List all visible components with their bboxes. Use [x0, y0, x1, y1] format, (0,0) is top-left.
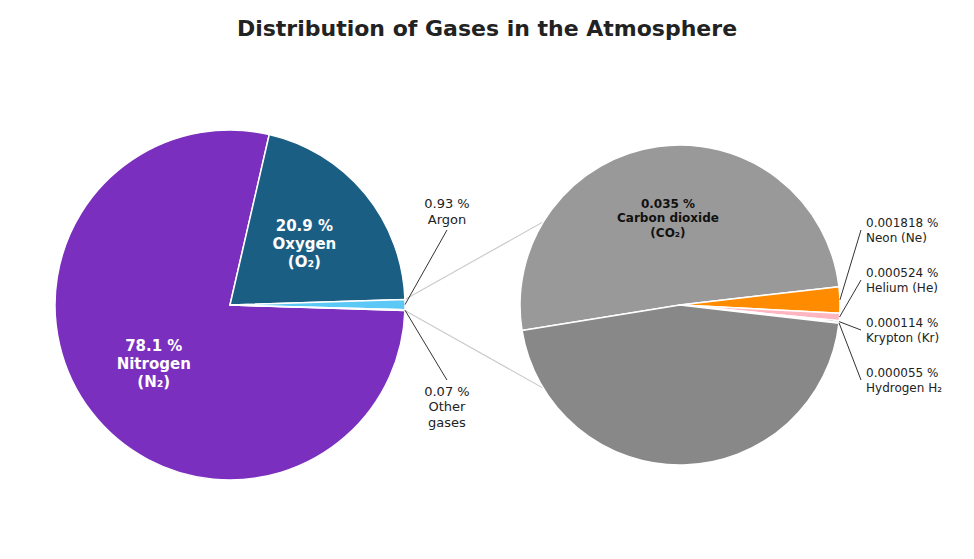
data-label: 0.001818 %	[866, 216, 938, 230]
label-line: 0.07 %	[424, 384, 469, 399]
label-line: gases	[428, 415, 466, 430]
leader-line	[405, 230, 447, 305]
label-line: Helium (He)	[866, 281, 938, 295]
slice-label: Carbon dioxide(CO₂)	[617, 211, 719, 239]
leader-line	[405, 310, 447, 380]
data-label: 20.9 %	[276, 217, 333, 235]
pie	[520, 145, 840, 465]
label-line: Hydrogen H₂	[866, 381, 942, 395]
label-line: Nitrogen	[117, 355, 191, 373]
data-label: 0.07 %	[424, 384, 469, 399]
slice-label: Krypton (Kr)	[866, 331, 939, 345]
label-line: 0.001818 %	[866, 216, 938, 230]
data-label: 0.000114 %	[866, 316, 938, 330]
pie-slice	[230, 300, 405, 310]
pie-layer	[55, 130, 840, 480]
leader-line	[840, 230, 861, 300]
leader-line	[839, 323, 861, 380]
slice-label: Helium (He)	[866, 281, 938, 295]
label-line: (O₂)	[288, 253, 321, 271]
data-label: 0.000524 %	[866, 266, 938, 280]
label-line: Krypton (Kr)	[866, 331, 939, 345]
label-line: Argon	[428, 212, 466, 227]
pie-slice	[230, 134, 405, 305]
label-line: 20.9 %	[276, 217, 333, 235]
leader-line	[840, 280, 861, 317]
label-layer: Distribution of Gases in the Atmosphere 7…	[117, 16, 943, 430]
label-line: (CO₂)	[650, 226, 685, 240]
leader-line	[839, 322, 861, 330]
slice-label: Argon	[428, 212, 466, 227]
chart-canvas: Distribution of Gases in the Atmosphere 7…	[0, 0, 974, 559]
chart-title: Distribution of Gases in the Atmosphere	[237, 16, 737, 41]
slice-label: Nitrogen(N₂)	[117, 355, 191, 391]
pie-slice	[522, 305, 839, 465]
label-line: 0.000524 %	[866, 266, 938, 280]
label-line: 0.000114 %	[866, 316, 938, 330]
label-line: Oxygen	[272, 235, 336, 253]
label-line: Neon (Ne)	[866, 231, 927, 245]
data-label: 0.000055 %	[866, 366, 938, 380]
label-line: 0.000055 %	[866, 366, 938, 380]
label-line: (N₂)	[137, 373, 170, 391]
data-label: 0.035 %	[641, 197, 695, 211]
slice-label: Othergases	[428, 399, 466, 430]
slice-label: Hydrogen H₂	[866, 381, 942, 395]
pie-slice	[55, 130, 405, 480]
label-line: Other	[428, 399, 466, 414]
slice-label: Neon (Ne)	[866, 231, 927, 245]
data-label: 0.93 %	[424, 196, 469, 211]
data-label: 78.1 %	[125, 337, 182, 355]
slice-label: Oxygen(O₂)	[272, 235, 336, 271]
label-line: 78.1 %	[125, 337, 182, 355]
label-line: 0.035 %	[641, 197, 695, 211]
pie	[55, 130, 405, 480]
label-line: 0.93 %	[424, 196, 469, 211]
pie-slice	[230, 305, 405, 311]
label-line: Carbon dioxide	[617, 211, 719, 225]
